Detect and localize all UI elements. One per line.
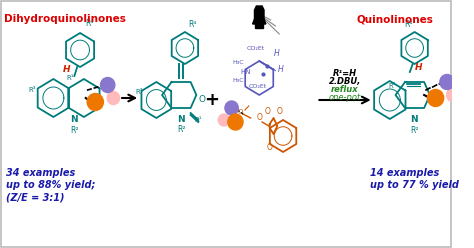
Text: H: H (277, 65, 283, 74)
Text: O: O (198, 95, 205, 104)
Text: R²: R² (70, 126, 79, 135)
Text: O: O (276, 107, 282, 116)
Text: O: O (265, 107, 271, 116)
Text: O: O (432, 98, 439, 107)
Text: H₃C: H₃C (232, 60, 244, 65)
Text: N: N (177, 115, 185, 124)
Text: R¹: R¹ (194, 117, 202, 123)
Text: up to 88% yield;: up to 88% yield; (6, 180, 95, 190)
Circle shape (440, 74, 454, 90)
Text: 2.DBU,: 2.DBU, (329, 77, 361, 86)
Circle shape (447, 89, 459, 101)
FancyBboxPatch shape (1, 1, 451, 247)
Text: CO₂Et: CO₂Et (246, 46, 264, 51)
Text: 14 examples: 14 examples (370, 168, 439, 178)
Text: H: H (273, 49, 279, 58)
Text: H: H (63, 65, 71, 74)
Text: one-pot: one-pot (329, 93, 361, 102)
Circle shape (218, 114, 230, 126)
Text: R²: R² (177, 125, 186, 134)
Text: CO₂Et: CO₂Et (248, 84, 266, 89)
Text: N: N (410, 115, 418, 124)
Polygon shape (255, 6, 264, 20)
Text: H: H (415, 63, 422, 72)
Text: O: O (237, 109, 243, 115)
Text: H₃C: H₃C (232, 78, 244, 83)
Text: (Z/E = 3:1): (Z/E = 3:1) (6, 192, 64, 202)
Text: +: + (204, 91, 219, 109)
Text: R²: R² (410, 126, 419, 135)
Text: Dihydroquinolinones: Dihydroquinolinones (4, 14, 126, 24)
Text: reflux: reflux (331, 85, 359, 94)
Text: R³: R³ (28, 87, 36, 93)
Text: R⁴: R⁴ (188, 20, 197, 29)
Text: O: O (256, 113, 262, 122)
Circle shape (225, 101, 238, 115)
Text: R³: R³ (388, 83, 395, 89)
Text: R¹=H: R¹=H (333, 69, 357, 78)
Text: R⁴: R⁴ (405, 20, 413, 29)
Text: Quinolinones: Quinolinones (356, 14, 433, 24)
Circle shape (107, 92, 119, 104)
Text: 34 examples: 34 examples (6, 168, 75, 178)
Polygon shape (253, 19, 266, 24)
Text: O: O (267, 143, 273, 152)
Text: R³: R³ (136, 89, 143, 95)
Text: N: N (71, 115, 78, 124)
Text: HN: HN (241, 69, 251, 75)
Circle shape (87, 93, 103, 111)
Text: R¹: R¹ (67, 75, 74, 81)
Text: O: O (94, 101, 100, 110)
Text: R⁴: R⁴ (85, 19, 94, 28)
Text: up to 77 % yield: up to 77 % yield (370, 180, 459, 190)
Polygon shape (255, 23, 263, 28)
Circle shape (228, 114, 243, 130)
Circle shape (428, 90, 444, 106)
Circle shape (100, 77, 115, 93)
